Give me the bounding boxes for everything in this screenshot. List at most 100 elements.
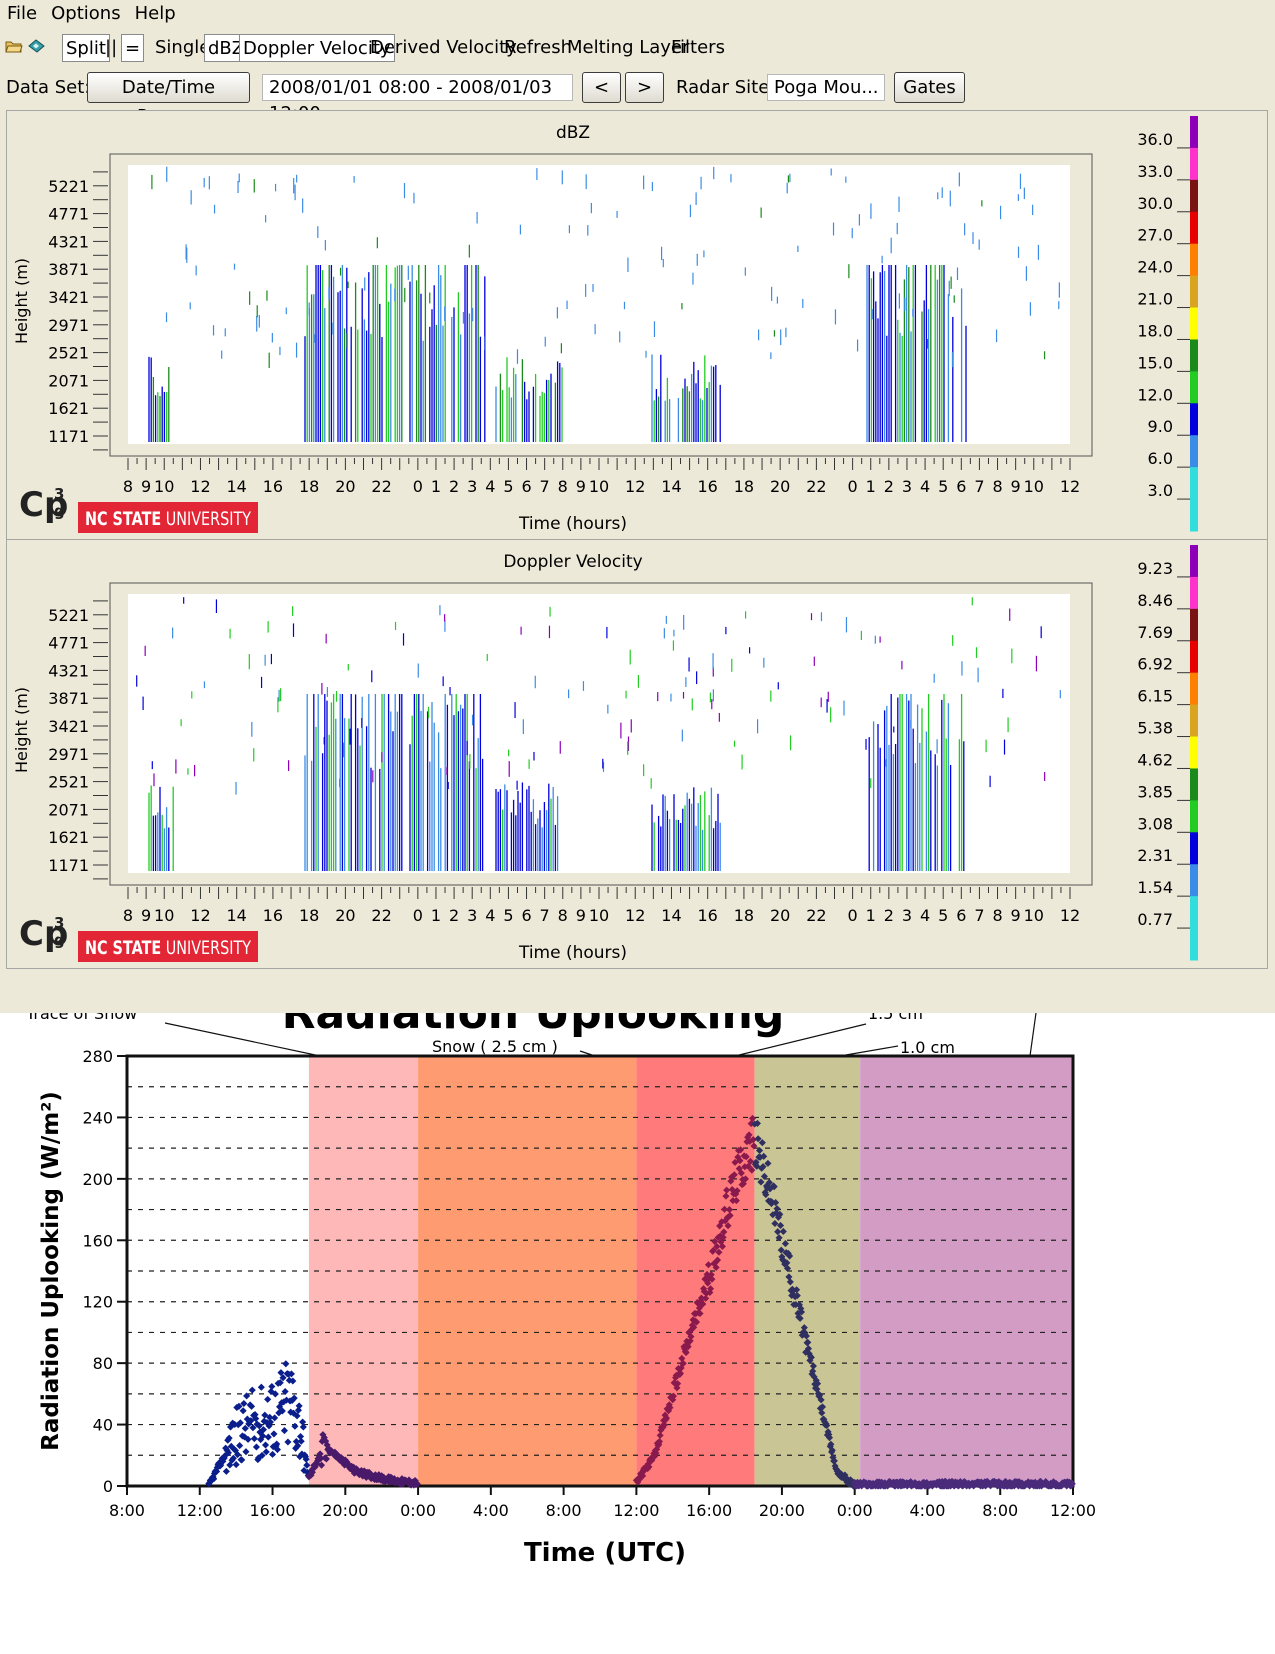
x-tick-label: 10 <box>589 906 609 925</box>
y-tick-label: 80 <box>93 1354 113 1373</box>
data-point <box>736 1157 744 1165</box>
data-point <box>733 1187 741 1195</box>
data-point <box>745 1131 753 1139</box>
data-point <box>284 1438 292 1446</box>
data-point <box>268 1382 276 1391</box>
x-axis-title: Time (UTC) <box>524 1538 686 1568</box>
x-tick-label: 7 <box>974 906 984 925</box>
data-point <box>639 1472 647 1480</box>
next-range-button[interactable]: > <box>625 72 664 103</box>
y-tick-label: 2521 <box>48 773 89 792</box>
x-tick-label: 12:00 <box>1050 1501 1096 1520</box>
colorbar-segment <box>1190 672 1198 706</box>
x-tick-label: 4 <box>485 906 495 925</box>
menu-help[interactable]: Help <box>134 3 176 24</box>
data-point <box>297 1437 305 1445</box>
colorbar-segment <box>1190 832 1198 865</box>
save-disk-icon[interactable] <box>27 38 45 54</box>
x-tick-label: 6 <box>956 906 966 925</box>
chart-title: Radiation Uplooking <box>282 1013 785 1039</box>
x-tick-label: 10 <box>154 477 174 496</box>
x-tick-label: 18 <box>299 906 319 925</box>
panel-title: Doppler Velocity <box>503 552 642 572</box>
data-point <box>296 1432 305 1441</box>
gates-button[interactable]: Gates <box>894 72 965 103</box>
y-tick-label: 4771 <box>48 205 89 224</box>
panel-title: dBZ <box>556 123 590 143</box>
data-point <box>804 1345 813 1353</box>
x-tick-label: 9 <box>141 477 151 496</box>
y-tick-label: 2071 <box>48 371 89 390</box>
filters-button[interactable]: Filters <box>671 37 725 58</box>
data-point <box>723 1186 731 1194</box>
colorbar-label: 2.31 <box>1137 846 1173 865</box>
x-tick-label: 20 <box>335 906 355 925</box>
derived-velocity-button[interactable]: Derived Velocity <box>370 37 517 58</box>
data-point <box>294 1442 302 1450</box>
y-tick-label: 3421 <box>48 288 89 307</box>
x-tick-label: 16:00 <box>249 1501 295 1520</box>
vertical-split-button[interactable]: || <box>105 37 118 58</box>
data-point <box>655 1438 664 1446</box>
x-tick-label: 2 <box>884 906 894 925</box>
refresh-button[interactable]: Refresh <box>504 37 572 58</box>
x-tick-label: 5 <box>503 477 513 496</box>
open-folder-icon[interactable] <box>5 38 23 54</box>
data-point <box>777 1246 785 1254</box>
x-tick-label: 8 <box>558 477 568 496</box>
colorbar-label: 9.23 <box>1137 559 1173 578</box>
radar-site-label: Radar Site: <box>676 77 776 98</box>
x-tick-label: 20 <box>770 477 790 496</box>
radar-site-select[interactable]: Poga Mou... <box>767 74 885 101</box>
data-point <box>303 1461 311 1469</box>
menu-options[interactable]: Options <box>51 3 121 24</box>
colorbar-segment <box>1190 243 1198 277</box>
x-tick-label: 9 <box>576 906 586 925</box>
x-tick-label: 14 <box>661 906 681 925</box>
radar-application-window: File Options Help Split || = Single dBZ Do… <box>0 0 1275 1013</box>
x-tick-label: 0 <box>413 477 423 496</box>
data-point <box>796 1314 804 1322</box>
data-point <box>666 1404 674 1412</box>
data-point <box>707 1285 715 1293</box>
data-point <box>779 1227 787 1235</box>
x-tick-label: 12 <box>190 477 210 496</box>
x-tick-label: 5 <box>938 477 948 496</box>
y-tick-label: 1621 <box>48 828 89 847</box>
data-point <box>783 1264 792 1272</box>
annotation-leader-line <box>164 1022 321 1057</box>
doppler-velocity-button[interactable]: Doppler Velocity <box>239 34 395 62</box>
colorbar-segment <box>1190 275 1198 309</box>
single-button[interactable]: Single <box>155 37 211 58</box>
split-button[interactable]: Split <box>62 34 110 62</box>
x-axis-label: Time (hours) <box>518 514 627 534</box>
y-tick-label: 120 <box>82 1293 113 1312</box>
y-tick-label: 3871 <box>48 260 89 279</box>
date-time-range-button[interactable]: Date/Time Range: <box>87 72 250 127</box>
x-tick-label: 16 <box>698 477 718 496</box>
colorbar-label: 9.0 <box>1148 417 1173 436</box>
data-point <box>266 1418 274 1426</box>
x-tick-label: 4:00 <box>473 1501 509 1520</box>
x-tick-label: 0:00 <box>837 1501 873 1520</box>
data-point <box>273 1446 281 1454</box>
colorbar-segment <box>1190 800 1198 833</box>
cp3g-logo: Cp <box>19 485 68 525</box>
x-tick-label: 8:00 <box>546 1501 582 1520</box>
x-tick-label: 18 <box>734 477 754 496</box>
menu-file[interactable]: File <box>7 3 38 24</box>
x-tick-label: 20 <box>335 477 355 496</box>
data-point <box>645 1463 653 1471</box>
y-tick-label: 280 <box>82 1047 113 1066</box>
colorbar-label: 30.0 <box>1137 194 1173 213</box>
cp3g-logo-sub: g <box>54 931 65 949</box>
horizontal-split-button[interactable]: = <box>121 34 145 62</box>
previous-range-button[interactable]: < <box>582 72 621 103</box>
data-point <box>232 1461 240 1469</box>
data-point <box>248 1386 256 1394</box>
melting-layer-button[interactable]: Melting Layer <box>567 37 690 58</box>
date-range-field[interactable]: 2008/01/01 08:00 - 2008/01/03 12:00 <box>262 74 573 124</box>
data-point <box>702 1294 710 1302</box>
data-point <box>252 1443 260 1451</box>
x-tick-label: 9 <box>141 906 151 925</box>
